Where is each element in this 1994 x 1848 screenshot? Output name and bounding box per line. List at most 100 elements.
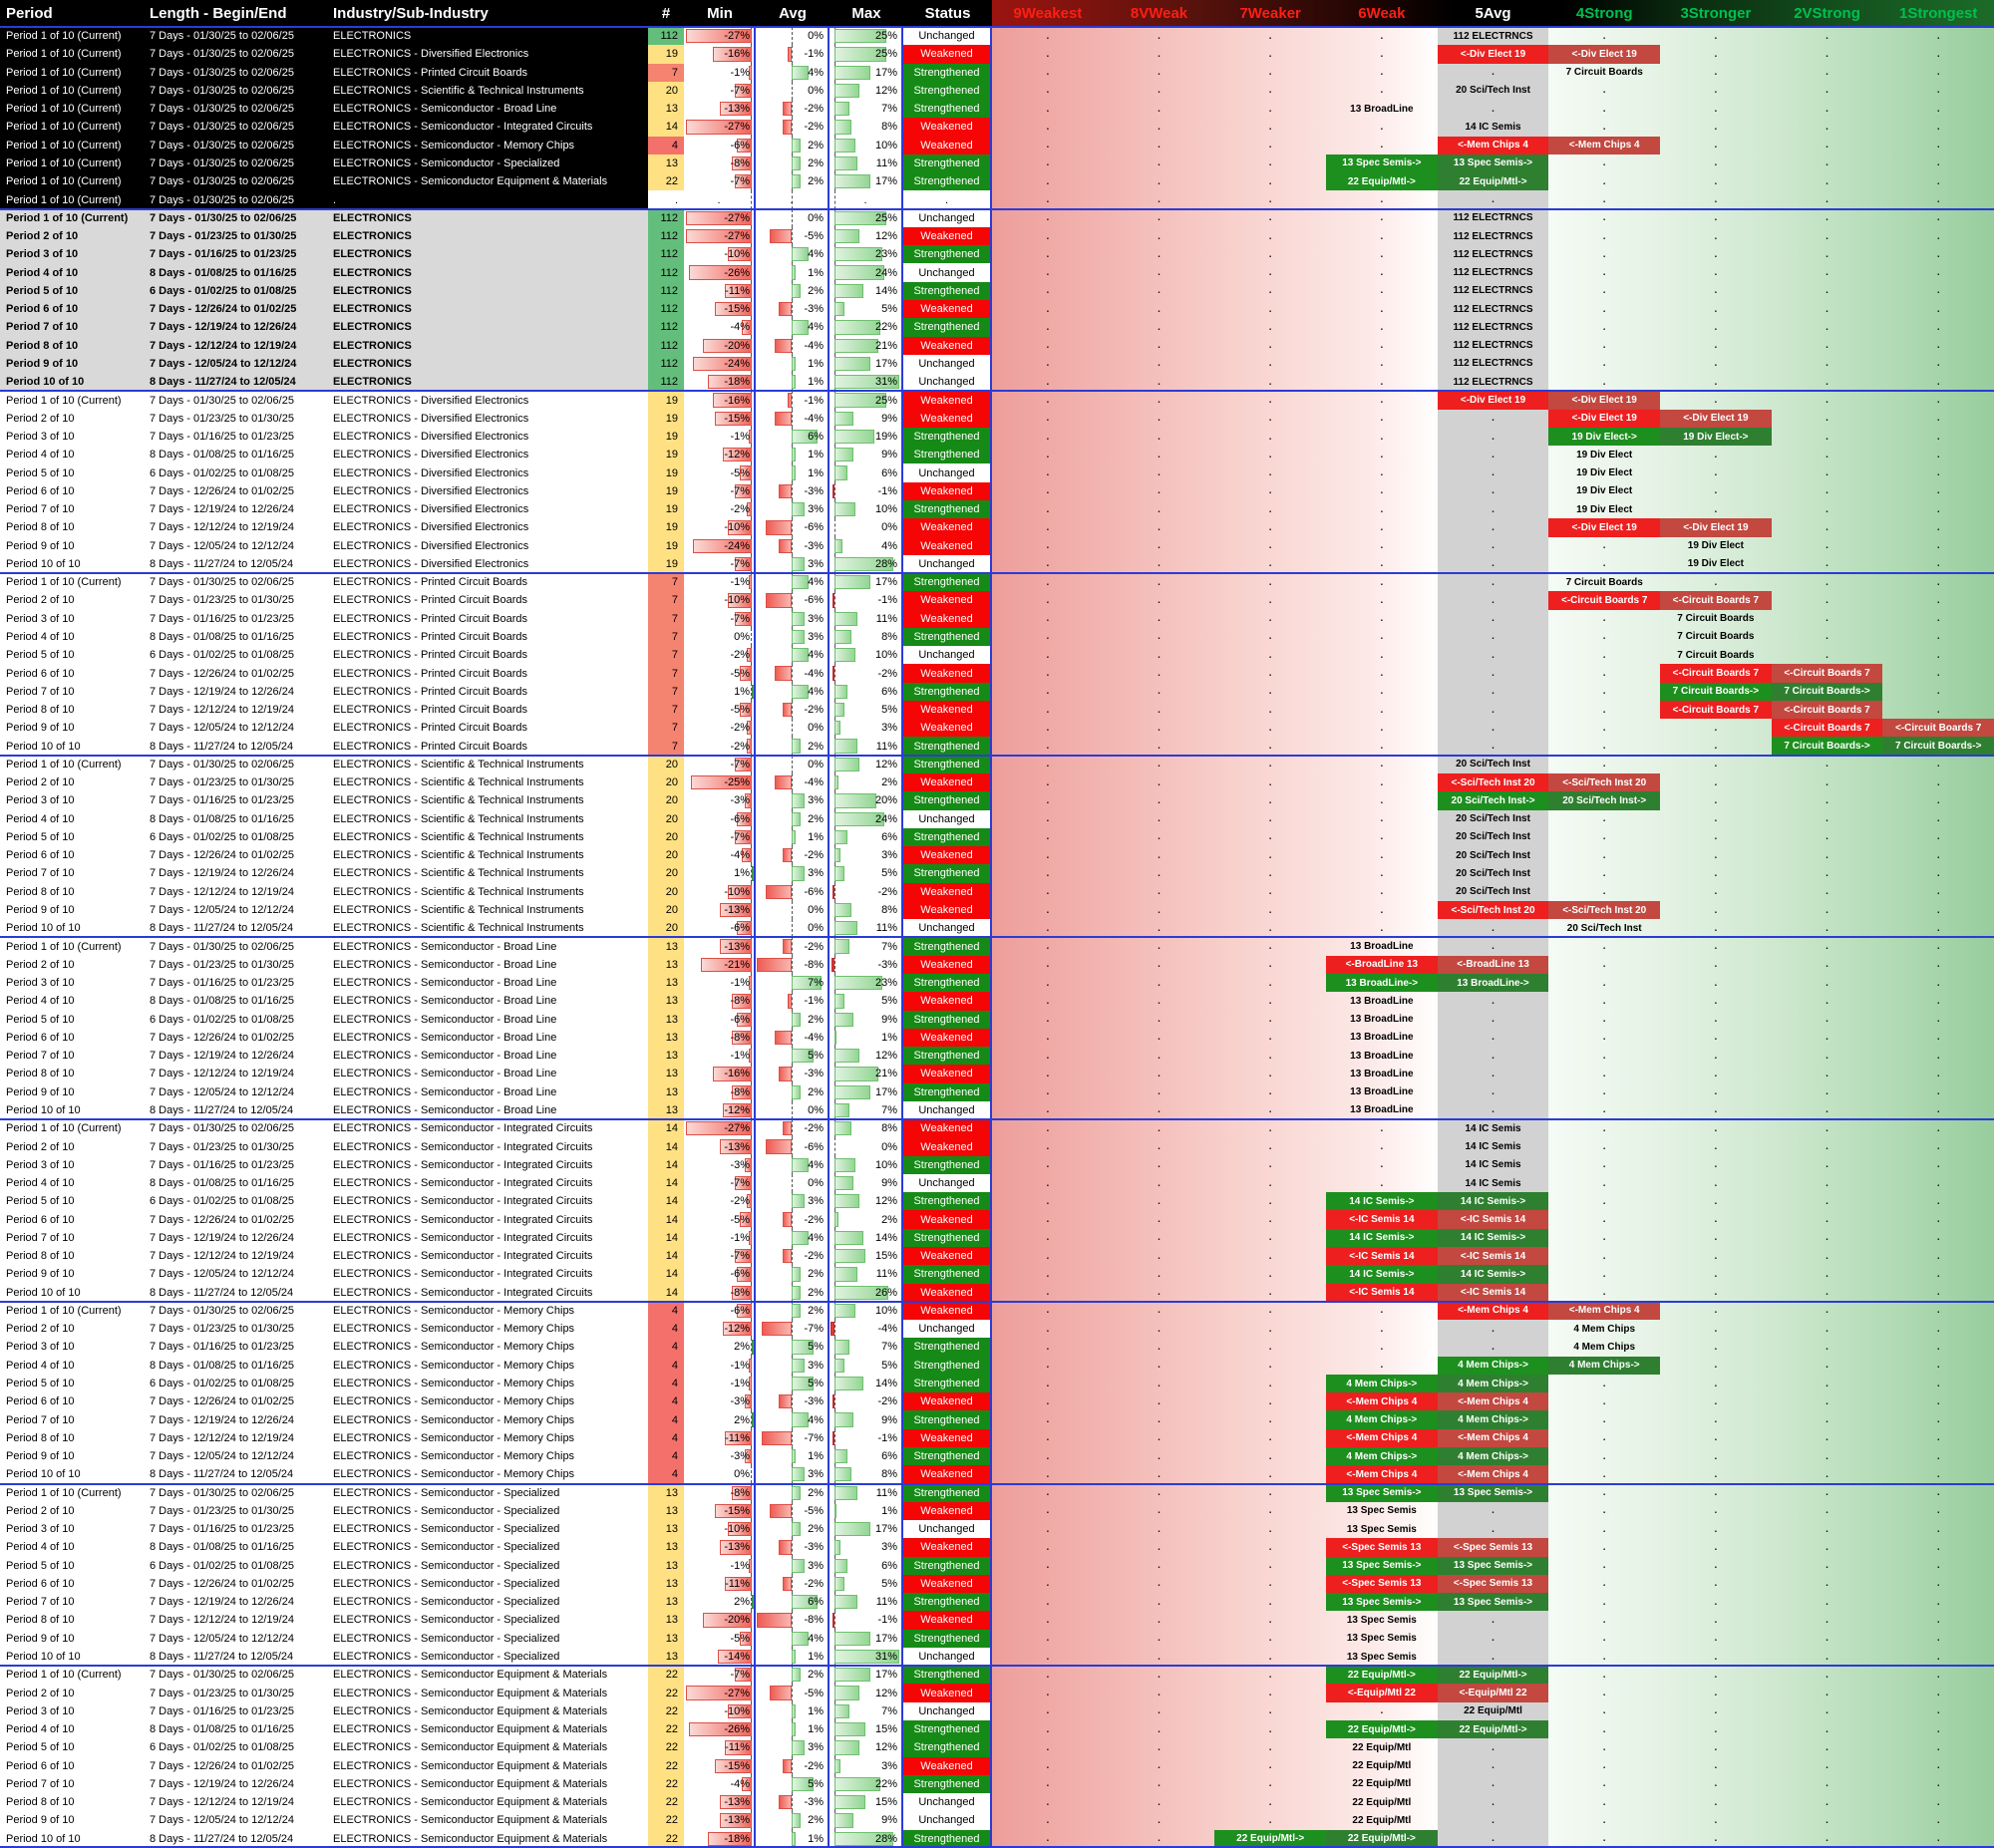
spectrum-label[interactable]: 112 ELECTRNCS — [1437, 208, 1549, 227]
spectrum-cell-8vweak[interactable]: . — [1104, 610, 1215, 628]
max-cell[interactable]: 5% — [830, 700, 903, 720]
spectrum-cell-2vstrong[interactable]: . — [1772, 1666, 1883, 1684]
min-cell[interactable]: -16% — [684, 391, 756, 410]
length-cell[interactable]: 7 Days - 01/30/25 to 02/06/25 — [150, 30, 294, 43]
period-cell[interactable]: Period 1 of 10 (Current) — [6, 121, 122, 134]
spectrum-cell-4strong[interactable]: . — [1548, 1738, 1660, 1756]
spectrum-label[interactable]: 4 Mem Chips — [1573, 1341, 1636, 1353]
min-cell[interactable]: -7% — [684, 554, 756, 574]
status-cell[interactable]: Unchanged — [903, 1811, 992, 1830]
spectrum-cell-9weakest[interactable]: . — [992, 391, 1104, 409]
spectrum-cell-5avg[interactable]: . — [1437, 1100, 1549, 1120]
spectrum-cell-9weakest[interactable]: . — [992, 1247, 1104, 1265]
column-header-6weak[interactable]: 6Weak — [1358, 5, 1406, 22]
spectrum-cell-2vstrong[interactable]: . — [1772, 1720, 1883, 1738]
count-cell[interactable]: 14 — [648, 1228, 684, 1247]
spectrum-cell-8vweak[interactable]: . — [1104, 373, 1215, 391]
count-cell[interactable]: 14 — [648, 1119, 684, 1138]
spectrum-cell-4strong[interactable]: . — [1548, 209, 1660, 227]
spectrum-cell-8vweak[interactable]: . — [1104, 1320, 1215, 1338]
avg-cell[interactable]: 4% — [756, 245, 830, 264]
spectrum-cell-4strong[interactable]: . — [1548, 1575, 1660, 1593]
min-cell[interactable]: -26% — [684, 1719, 756, 1739]
avg-cell[interactable]: -6% — [756, 591, 830, 610]
spectrum-cell-1strongest[interactable]: . — [1882, 846, 1994, 864]
spectrum-cell-5avg[interactable]: . — [1437, 1520, 1549, 1539]
spectrum-cell-1strongest[interactable]: . — [1882, 1156, 1994, 1174]
status-cell[interactable]: Weakened — [903, 518, 992, 537]
min-cell[interactable]: -10% — [684, 1520, 756, 1539]
min-cell[interactable]: -12% — [684, 1320, 756, 1339]
max-cell[interactable]: 15% — [830, 1719, 903, 1739]
period-cell[interactable]: Period 6 of 10 — [6, 849, 75, 862]
period-cell[interactable]: Period 4 of 10 — [6, 1359, 75, 1372]
spectrum-cell-1strongest[interactable]: . — [1882, 1830, 1994, 1848]
spectrum-cell-9weakest[interactable]: . — [992, 664, 1104, 682]
count-cell[interactable]: 20 — [648, 755, 684, 774]
spectrum-cell-8vweak[interactable]: . — [1104, 956, 1215, 974]
spectrum-cell-5avg[interactable]: . — [1437, 536, 1549, 555]
spectrum-cell-7weaker[interactable]: . — [1214, 245, 1326, 263]
column-header-count[interactable]: # — [661, 5, 671, 22]
max-cell[interactable]: 14% — [830, 1228, 903, 1247]
count-cell[interactable]: 13 — [648, 973, 684, 993]
spectrum-cell-9weakest[interactable]: . — [992, 756, 1104, 773]
spectrum-cell-7weaker[interactable]: . — [1214, 610, 1326, 628]
min-cell[interactable]: -27% — [684, 208, 756, 227]
status-cell[interactable]: Strengthened — [903, 1228, 992, 1247]
spectrum-label[interactable]: 7 Circuit Boards — [1565, 67, 1643, 79]
min-cell[interactable]: 2% — [684, 1410, 756, 1429]
max-cell[interactable]: 10% — [830, 136, 903, 154]
spectrum-cell-3stronger[interactable]: . — [1660, 1738, 1772, 1756]
spectrum-cell-7weaker[interactable]: . — [1214, 810, 1326, 828]
avg-cell[interactable]: 2% — [756, 1483, 830, 1502]
spectrum-cell-7weaker[interactable]: . — [1214, 1557, 1326, 1575]
count-cell[interactable]: 4 — [648, 1356, 684, 1375]
max-cell[interactable]: 6% — [830, 1446, 903, 1466]
spectrum-cell-3stronger[interactable]: . — [1660, 1811, 1772, 1829]
spectrum-cell-2vstrong[interactable]: . — [1772, 773, 1883, 791]
spectrum-cell-1strongest[interactable]: . — [1882, 555, 1994, 573]
spectrum-cell-7weaker[interactable]: . — [1214, 1793, 1326, 1811]
max-cell[interactable]: 11% — [830, 609, 903, 628]
spectrum-label[interactable]: 14 IC Semis-> — [1437, 1228, 1549, 1247]
spectrum-label[interactable]: 20 Sci/Tech Inst — [1437, 864, 1549, 883]
spectrum-cell-8vweak[interactable]: . — [1104, 82, 1215, 100]
spectrum-cell-3stronger[interactable]: . — [1660, 245, 1772, 263]
spectrum-cell-4strong[interactable]: . — [1548, 719, 1660, 737]
count-cell[interactable]: 20 — [648, 809, 684, 828]
spectrum-cell-9weakest[interactable]: . — [992, 974, 1104, 992]
max-cell[interactable]: 15% — [830, 1246, 903, 1266]
min-cell[interactable]: -27% — [684, 27, 756, 46]
length-cell[interactable]: 8 Days - 11/27/24 to 12/05/24 — [150, 1832, 294, 1845]
spectrum-cell-8vweak[interactable]: . — [1104, 1429, 1215, 1447]
count-cell[interactable]: 19 — [648, 518, 684, 537]
count-cell[interactable]: 112 — [648, 263, 684, 282]
spectrum-cell-9weakest[interactable]: . — [992, 45, 1104, 63]
spectrum-cell-1strongest[interactable]: . — [1882, 1465, 1994, 1483]
status-cell[interactable]: Unchanged — [903, 373, 992, 392]
spectrum-cell-5avg[interactable]: . — [1437, 1811, 1549, 1830]
spectrum-cell-6weak[interactable]: . — [1326, 245, 1438, 263]
max-cell[interactable]: 11% — [830, 1483, 903, 1502]
spectrum-cell-3stronger[interactable]: . — [1660, 737, 1772, 755]
spectrum-cell-8vweak[interactable]: . — [1104, 1302, 1215, 1320]
spectrum-cell-4strong[interactable]: . — [1548, 992, 1660, 1010]
spectrum-cell-3stronger[interactable]: . — [1660, 1083, 1772, 1101]
spectrum-cell-2vstrong[interactable]: . — [1772, 537, 1883, 555]
spectrum-cell-3stronger[interactable]: . — [1660, 482, 1772, 500]
spectrum-label[interactable]: 14 IC Semis-> — [1326, 1265, 1438, 1284]
period-cell[interactable]: Period 6 of 10 — [6, 1031, 75, 1044]
spectrum-cell-8vweak[interactable]: . — [1104, 992, 1215, 1010]
length-cell[interactable]: 8 Days - 01/08/25 to 01/16/25 — [150, 1541, 294, 1554]
spectrum-cell-8vweak[interactable]: . — [1104, 1830, 1215, 1848]
spectrum-cell-6weak[interactable]: . — [1326, 555, 1438, 573]
length-cell[interactable]: 7 Days - 12/05/24 to 12/12/24 — [150, 1268, 294, 1281]
avg-cell[interactable]: 4% — [756, 1228, 830, 1247]
industry-cell[interactable]: ELECTRONICS - Semiconductor - Integrated… — [333, 1213, 593, 1226]
spectrum-label[interactable]: 112 ELECTRNCS — [1437, 27, 1549, 46]
spectrum-label[interactable]: 19 Div Elect — [1576, 467, 1633, 479]
spectrum-cell-1strongest[interactable]: . — [1882, 1557, 1994, 1575]
length-cell[interactable]: 7 Days - 12/12/24 to 12/19/24 — [150, 1068, 294, 1080]
spectrum-cell-9weakest[interactable]: . — [992, 1174, 1104, 1192]
